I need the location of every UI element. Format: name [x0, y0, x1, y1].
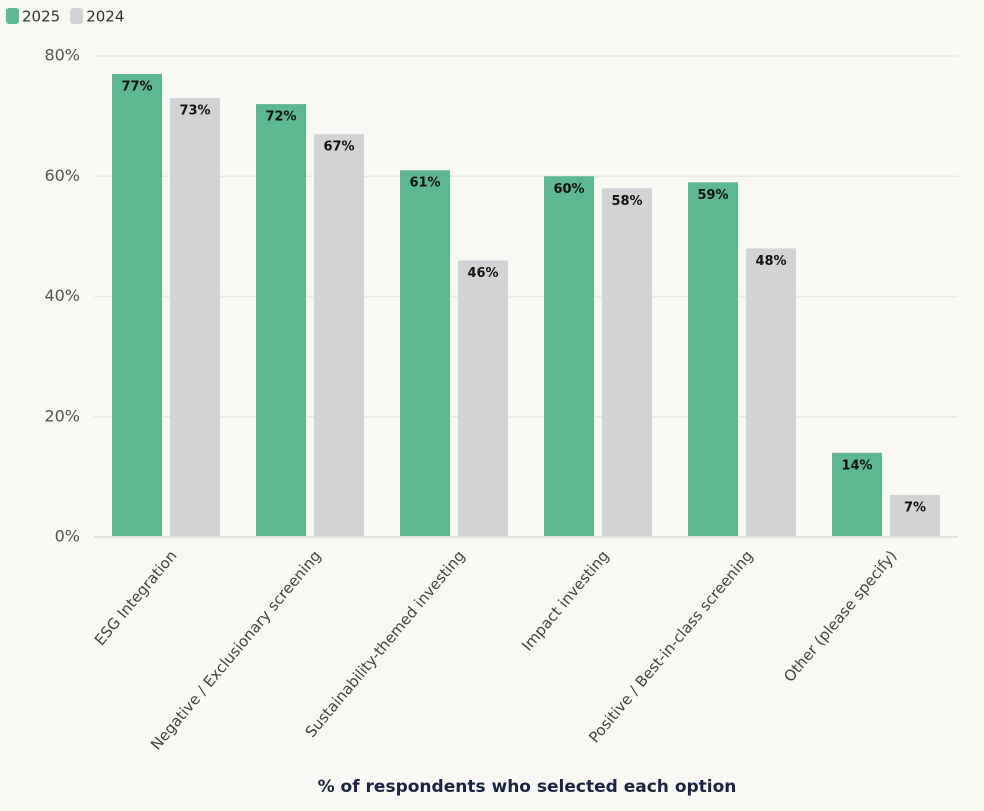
value-label: 58%	[611, 194, 642, 209]
legend-label: 2025	[22, 8, 60, 26]
value-label: 48%	[755, 254, 786, 269]
value-label: 14%	[841, 458, 872, 473]
value-label: 59%	[697, 188, 728, 203]
bar	[458, 260, 508, 537]
value-label: 73%	[179, 104, 210, 119]
bar	[256, 104, 306, 537]
y-tick-label: 60%	[44, 166, 80, 185]
value-label: 61%	[409, 176, 440, 191]
bar	[746, 248, 796, 537]
legend-swatch	[70, 8, 84, 24]
bar	[602, 188, 652, 537]
value-label: 77%	[121, 80, 152, 95]
bar	[544, 176, 594, 537]
y-tick-label: 0%	[55, 527, 80, 546]
bar	[400, 170, 450, 538]
legend-swatch	[6, 8, 19, 24]
bar	[890, 494, 940, 537]
bar	[688, 182, 738, 537]
value-label: 7%	[904, 500, 926, 515]
bar	[314, 134, 364, 537]
y-tick-label: 80%	[44, 46, 80, 65]
value-label: 60%	[553, 182, 584, 197]
value-label: 72%	[265, 110, 296, 125]
bar	[170, 98, 220, 538]
value-label: 46%	[467, 266, 498, 281]
y-tick-label: 20%	[44, 406, 80, 425]
bar	[832, 452, 882, 537]
x-axis-title: % of respondents who selected each optio…	[318, 777, 737, 797]
y-tick-label: 40%	[44, 286, 80, 305]
bar	[112, 74, 162, 537]
legend-label: 2024	[86, 8, 124, 26]
value-label: 67%	[323, 140, 354, 155]
